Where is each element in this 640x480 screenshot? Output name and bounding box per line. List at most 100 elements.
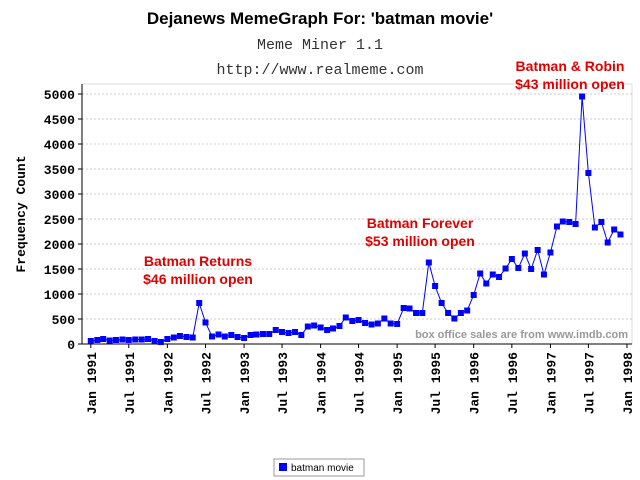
chart-subtitle: Meme Miner 1.1 <box>257 37 383 54</box>
data-point <box>209 333 216 340</box>
data-point <box>247 332 254 338</box>
data-point <box>604 239 611 246</box>
data-point <box>266 331 273 337</box>
data-point <box>611 226 618 233</box>
data-point <box>483 280 490 287</box>
data-point <box>387 320 394 327</box>
data-point <box>355 317 362 323</box>
data-point <box>445 310 452 316</box>
x-tick-label: Jul 1991 <box>123 352 138 415</box>
data-point <box>553 223 560 230</box>
note: box office sales are from www.imdb.com <box>415 329 628 341</box>
legend-box <box>273 458 365 477</box>
data-point <box>598 219 605 225</box>
data-point <box>132 336 139 343</box>
data-point <box>189 334 196 341</box>
y-tick-label: 3000 <box>44 188 75 203</box>
data-point <box>94 337 101 343</box>
data-point <box>317 324 324 331</box>
y-tick-label: 1000 <box>44 288 75 303</box>
x-tick-label: Jan 1992 <box>161 352 176 415</box>
data-point <box>400 305 407 311</box>
data-point <box>157 339 164 345</box>
data-point <box>406 305 413 312</box>
data-point <box>521 250 528 257</box>
annotation: Batman Returns <box>144 253 252 269</box>
data-point <box>138 336 145 343</box>
data-point <box>362 320 369 326</box>
data-point <box>572 221 579 227</box>
data-point <box>477 270 484 277</box>
data-point <box>413 310 420 316</box>
x-tick-label: Jul 1997 <box>582 352 597 414</box>
data-point <box>432 283 439 289</box>
y-tick-label: 2500 <box>44 213 75 228</box>
data-point <box>528 266 535 272</box>
annotation: Batman Forever <box>367 215 474 231</box>
y-axis-label: Frequency Count <box>14 155 29 272</box>
data-point <box>253 331 260 338</box>
annotation: $46 million open <box>143 271 253 287</box>
y-tick-label: 500 <box>52 313 76 328</box>
data-point <box>176 333 183 339</box>
data-point <box>298 332 305 338</box>
data-point <box>100 336 107 342</box>
plot-area <box>81 83 633 345</box>
data-point <box>457 310 464 316</box>
legend-label: batman movie <box>291 463 354 474</box>
data-point <box>419 310 426 316</box>
data-point <box>329 325 336 332</box>
data-point <box>196 300 203 306</box>
data-point <box>292 329 299 335</box>
data-point <box>464 307 471 314</box>
data-point <box>438 300 445 306</box>
data-point <box>374 320 381 327</box>
chart-title: Dejanews MemeGraph For: 'batman movie' <box>147 9 493 28</box>
x-tick-label: Jul 1992 <box>200 352 215 415</box>
data-point <box>234 334 241 340</box>
legend-swatch <box>279 463 287 471</box>
data-point <box>559 218 566 225</box>
x-tick-label: Jan 1997 <box>544 352 559 414</box>
data-point <box>342 314 349 321</box>
annotation: $43 million open <box>515 76 625 92</box>
data-point <box>285 330 292 336</box>
data-point <box>515 265 522 271</box>
data-point <box>151 338 158 344</box>
x-tick-label: Jan 1994 <box>315 352 330 415</box>
data-point <box>425 259 432 266</box>
annotation: Batman & Robin <box>516 58 625 74</box>
data-point <box>279 329 286 335</box>
x-tick-label: Jan 1995 <box>391 352 406 415</box>
y-tick-label: 4500 <box>44 113 75 128</box>
data-point <box>259 331 266 337</box>
data-point <box>145 336 152 342</box>
data-point <box>496 274 503 280</box>
data-point <box>534 247 541 253</box>
annotation: $53 million open <box>365 233 475 249</box>
data-point <box>221 333 228 340</box>
y-tick-label: 3500 <box>44 163 75 178</box>
legend: batman movie <box>273 458 365 477</box>
data-point <box>349 318 356 324</box>
data-point <box>489 271 496 278</box>
x-tick-label: Jan 1998 <box>621 352 636 415</box>
data-point <box>202 319 209 326</box>
x-tick-label: Jan 1991 <box>85 352 100 415</box>
y-tick-label: 5000 <box>44 88 75 103</box>
data-point <box>164 336 171 342</box>
data-point <box>579 93 586 100</box>
data-point <box>451 315 458 322</box>
data-point <box>566 219 573 225</box>
data-point <box>87 338 94 344</box>
data-point <box>241 335 248 341</box>
x-tick-label: Jan 1993 <box>238 352 253 415</box>
data-point <box>272 327 279 333</box>
data-point <box>228 332 235 338</box>
data-point <box>470 292 477 298</box>
x-tick-label: Jul 1995 <box>429 352 444 415</box>
data-point <box>617 231 624 238</box>
data-point <box>540 271 547 278</box>
data-point <box>183 334 190 340</box>
